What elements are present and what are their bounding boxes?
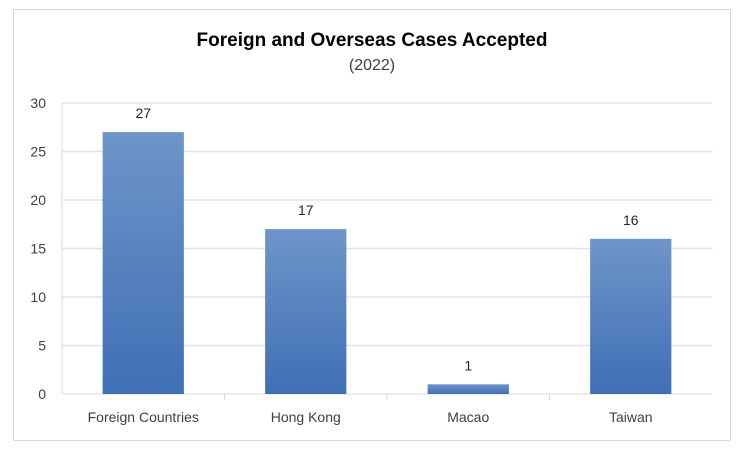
- chart-title: Foreign and Overseas Cases Accepted: [196, 30, 548, 51]
- bar-2: [427, 384, 509, 394]
- x-tick-label-3: Taiwan: [609, 409, 653, 425]
- data-label-3: 16: [623, 212, 639, 228]
- y-tick-label-10: 10: [30, 289, 46, 305]
- x-tick-label-0: Foreign Countries: [88, 409, 199, 425]
- y-tick-label-25: 25: [30, 144, 46, 160]
- bars: [102, 132, 672, 394]
- data-label-1: 17: [298, 202, 314, 218]
- x-tick-label-2: Macao: [447, 409, 489, 425]
- bar-1: [265, 229, 347, 394]
- bar-3: [590, 238, 672, 394]
- y-tick-label-20: 20: [30, 192, 46, 208]
- labels: 0 5 10 15 20 25 30 27 Foreign Countries 17 Hong Ko…: [30, 95, 652, 425]
- bar-0: [102, 132, 184, 394]
- y-tick-label-0: 0: [38, 386, 46, 402]
- data-label-0: 27: [135, 105, 151, 121]
- y-tick-label-30: 30: [30, 95, 46, 111]
- y-tick-label-15: 15: [30, 241, 46, 257]
- data-label-2: 1: [464, 357, 472, 373]
- chart-subtitle: (2022): [348, 57, 396, 74]
- x-tick-label-1: Hong Kong: [271, 409, 341, 425]
- y-tick-label-5: 5: [38, 338, 46, 354]
